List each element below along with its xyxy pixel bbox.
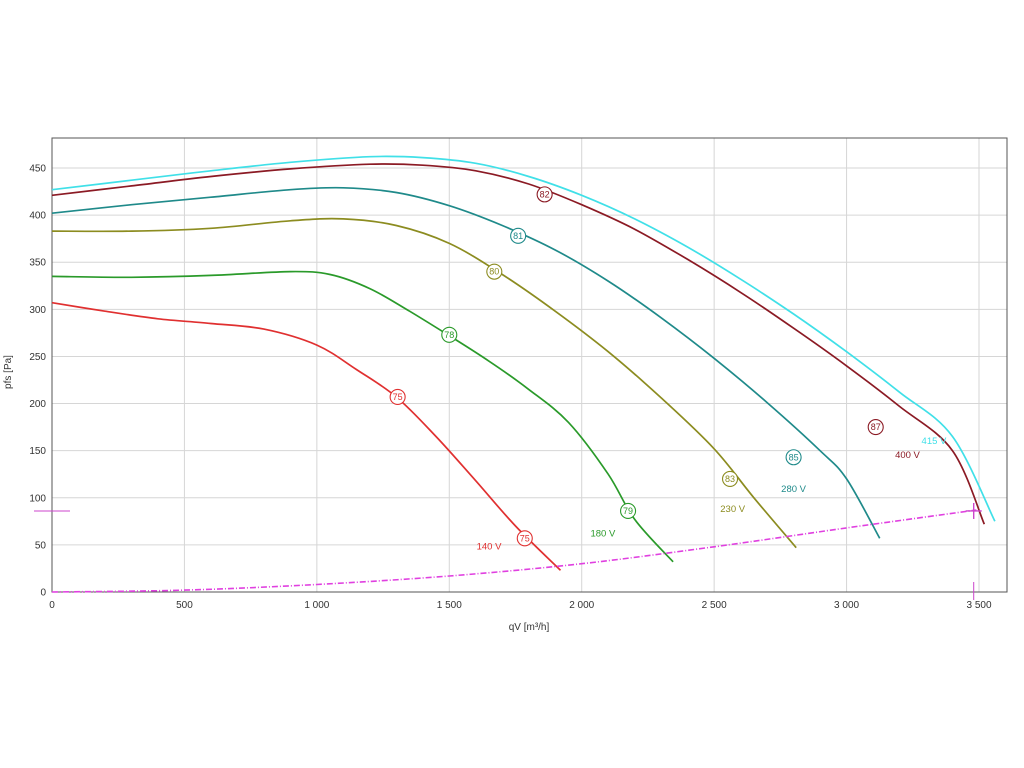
axis-ticks: 0 500 1 000 1 500 2 000 2 500 3 000 3 500 0 50 100… (29, 164, 992, 612)
curve-400-v (51, 163, 986, 525)
voltage-label-415-v: 415 V (922, 436, 947, 447)
y-tick-label: 450 (29, 164, 46, 175)
gridlines (52, 138, 1007, 592)
voltage-label-400-v: 400 V (895, 450, 920, 461)
curve-140-v (51, 301, 562, 571)
efficiency-marker-label: 83 (725, 474, 735, 484)
efficiency-marker-label: 87 (871, 422, 881, 432)
operating-point (34, 502, 982, 600)
efficiency-marker-label: 85 (789, 452, 799, 462)
x-axis-title: qV [m³/h] (509, 622, 550, 633)
curve-markers: 82 87 81 85 80 83 78 79 75 75 (389, 186, 884, 547)
efficiency-marker-label: 79 (623, 506, 633, 516)
curve-280-v (51, 186, 881, 539)
efficiency-marker-label: 78 (444, 330, 454, 340)
efficiency-marker (486, 263, 503, 280)
plot-frame (51, 137, 1008, 593)
x-tick-label: 2 500 (702, 600, 727, 611)
x-tick-label: 500 (176, 600, 193, 611)
y-tick-label: 350 (29, 258, 46, 269)
voltage-label-140-v: 140 V (477, 542, 502, 553)
efficiency-marker (536, 186, 553, 203)
efficiency-marker-label: 81 (513, 231, 523, 241)
curve-415-v (51, 155, 996, 522)
x-tick-label: 3 500 (966, 600, 991, 611)
curve-180-v (51, 270, 674, 563)
x-tick-label: 2 000 (569, 600, 594, 611)
efficiency-marker (516, 530, 533, 547)
efficiency-marker (620, 502, 637, 520)
curve-230-v (51, 217, 797, 549)
y-tick-label: 250 (29, 352, 46, 363)
curve-system-curve (51, 509, 977, 593)
y-tick-label: 0 (40, 588, 46, 599)
y-axis-title: pfs [Pa] (3, 355, 14, 389)
efficiency-marker (389, 388, 406, 406)
curves (51, 155, 996, 593)
voltage-label-180-v: 180 V (590, 528, 615, 539)
y-tick-label: 400 (29, 211, 46, 222)
efficiency-marker (785, 449, 802, 466)
x-tick-label: 1 500 (437, 600, 462, 611)
y-tick-label: 100 (29, 493, 46, 504)
y-tick-label: 300 (29, 305, 46, 316)
efficiency-marker-label: 75 (393, 392, 403, 402)
efficiency-marker (510, 227, 527, 244)
y-tick-label: 150 (29, 446, 46, 457)
y-tick-label: 200 (29, 399, 46, 410)
efficiency-marker (867, 419, 884, 436)
y-tick-label: 50 (35, 540, 47, 551)
efficiency-marker (441, 326, 458, 343)
x-tick-label: 3 000 (834, 600, 859, 611)
voltage-label-280-v: 280 V (781, 484, 806, 495)
efficiency-marker-label: 75 (520, 533, 530, 543)
efficiency-marker-label: 82 (540, 189, 550, 199)
x-tick-label: 0 (49, 600, 55, 611)
x-tick-label: 1 000 (304, 600, 329, 611)
voltage-label-230-v: 230 V (720, 504, 745, 515)
efficiency-marker-label: 80 (489, 267, 499, 277)
efficiency-marker (721, 470, 739, 487)
